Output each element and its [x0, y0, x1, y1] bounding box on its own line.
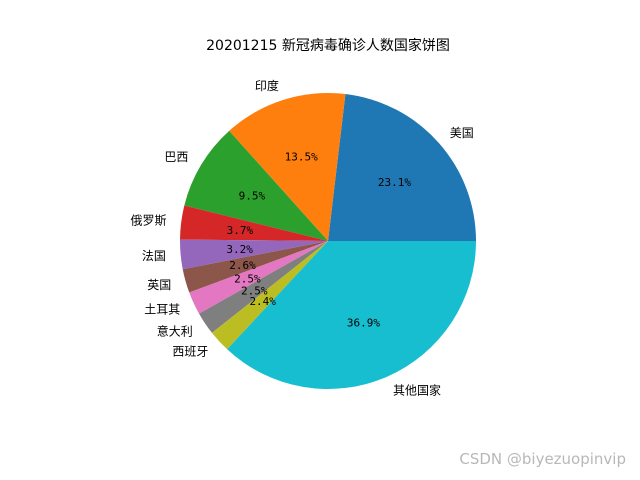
pct-label-6: 2.5%: [234, 272, 261, 285]
chart-title: 20201215 新冠病毒确诊人数国家饼图: [206, 37, 450, 54]
slice-label-5: 英国: [147, 278, 171, 292]
pct-label-9: 36.9%: [347, 316, 380, 329]
slice-label-7: 意大利: [157, 324, 193, 339]
pie-slice-1: [229, 93, 346, 242]
pie-slices: [180, 93, 476, 389]
slice-label-3: 俄罗斯: [130, 214, 166, 228]
pct-label-1: 13.5%: [285, 150, 318, 163]
pie-slice-9: [227, 241, 476, 389]
pie-slice-2: [184, 130, 328, 241]
pct-label-4: 3.2%: [226, 243, 253, 256]
pie-slice-5: [182, 241, 328, 293]
pie-slice-8: [211, 241, 328, 350]
slice-label-4: 法国: [142, 249, 166, 263]
pie-slice-6: [189, 241, 328, 314]
pct-label-0: 23.1%: [378, 176, 411, 189]
pie-slice-3: [180, 205, 328, 241]
percentage-labels: 23.1%13.5%9.5%3.7%3.2%2.6%2.5%2.5%2.4%36…: [226, 150, 411, 329]
slice-label-9: 其他国家: [393, 382, 441, 397]
pie-slice-7: [199, 241, 328, 333]
pct-label-3: 3.7%: [227, 224, 254, 237]
watermark-text: CSDN @biyezuopinvip: [459, 450, 626, 468]
slice-label-0: 美国: [450, 126, 474, 140]
pct-label-7: 2.5%: [241, 285, 268, 298]
pct-label-5: 2.6%: [229, 259, 256, 272]
slice-label-2: 巴西: [164, 150, 188, 164]
slice-label-6: 土耳其: [144, 303, 180, 317]
slice-label-1: 印度: [255, 78, 279, 93]
slice-label-8: 西班牙: [172, 344, 208, 358]
pie-slice-4: [180, 239, 328, 270]
pie-slice-0: [328, 94, 476, 241]
pct-label-2: 9.5%: [239, 189, 266, 202]
pct-label-8: 2.4%: [249, 295, 276, 308]
